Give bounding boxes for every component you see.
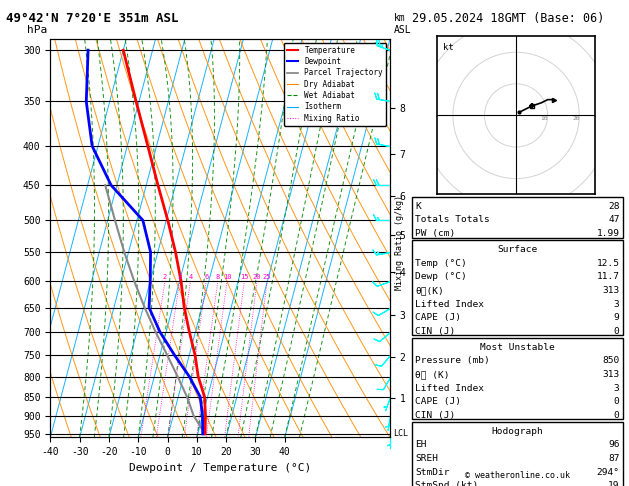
Legend: Temperature, Dewpoint, Parcel Trajectory, Dry Adiabat, Wet Adiabat, Isotherm, Mi: Temperature, Dewpoint, Parcel Trajectory… <box>284 43 386 125</box>
Text: 20: 20 <box>572 116 580 121</box>
Text: 11.7: 11.7 <box>596 272 620 281</box>
Text: PW (cm): PW (cm) <box>415 229 455 238</box>
Text: θᴄ(K): θᴄ(K) <box>415 286 444 295</box>
Text: Most Unstable: Most Unstable <box>480 343 555 352</box>
Text: Pressure (mb): Pressure (mb) <box>415 356 490 365</box>
Text: © weatheronline.co.uk: © weatheronline.co.uk <box>465 471 570 480</box>
Text: Hodograph: Hodograph <box>491 427 543 436</box>
Text: 294°: 294° <box>596 468 620 477</box>
Text: 19: 19 <box>608 481 620 486</box>
Text: 28: 28 <box>608 202 620 211</box>
Text: Surface: Surface <box>498 245 537 254</box>
Text: km
ASL: km ASL <box>393 13 411 35</box>
Text: kt: kt <box>443 43 454 52</box>
Text: 0: 0 <box>614 397 620 406</box>
Text: 25: 25 <box>263 274 271 280</box>
Text: Temp (°C): Temp (°C) <box>415 259 467 268</box>
Text: 0: 0 <box>614 327 620 336</box>
Text: CIN (J): CIN (J) <box>415 327 455 336</box>
Text: hPa: hPa <box>26 25 47 35</box>
Text: CIN (J): CIN (J) <box>415 411 455 420</box>
Text: 29.05.2024 18GMT (Base: 06): 29.05.2024 18GMT (Base: 06) <box>412 12 604 25</box>
Text: 47: 47 <box>608 215 620 225</box>
Text: 9: 9 <box>614 313 620 322</box>
Text: 3: 3 <box>177 274 182 280</box>
Text: SREH: SREH <box>415 454 438 463</box>
Text: K: K <box>415 202 421 211</box>
Text: StmDir: StmDir <box>415 468 450 477</box>
Text: 850: 850 <box>603 356 620 365</box>
Text: Totals Totals: Totals Totals <box>415 215 490 225</box>
Text: 96: 96 <box>608 440 620 450</box>
Text: 15: 15 <box>240 274 248 280</box>
X-axis label: Dewpoint / Temperature (°C): Dewpoint / Temperature (°C) <box>129 463 311 473</box>
Text: 3: 3 <box>614 299 620 309</box>
Text: LCL: LCL <box>393 430 408 438</box>
Text: CAPE (J): CAPE (J) <box>415 313 461 322</box>
Text: 2: 2 <box>163 274 167 280</box>
Text: Dewp (°C): Dewp (°C) <box>415 272 467 281</box>
Text: EH: EH <box>415 440 426 450</box>
Text: 313: 313 <box>603 286 620 295</box>
Text: CAPE (J): CAPE (J) <box>415 397 461 406</box>
Text: 4: 4 <box>188 274 192 280</box>
Text: StmSpd (kt): StmSpd (kt) <box>415 481 479 486</box>
Text: Lifted Index: Lifted Index <box>415 299 484 309</box>
Text: 8: 8 <box>216 274 220 280</box>
Text: 313: 313 <box>603 370 620 379</box>
Text: θᴄ (K): θᴄ (K) <box>415 370 450 379</box>
Text: Lifted Index: Lifted Index <box>415 383 484 393</box>
Text: 10: 10 <box>541 116 548 121</box>
Text: Mixing Ratio (g/kg): Mixing Ratio (g/kg) <box>395 195 404 291</box>
Text: 1.99: 1.99 <box>596 229 620 238</box>
Text: 20: 20 <box>253 274 261 280</box>
Text: 12.5: 12.5 <box>596 259 620 268</box>
Text: 3: 3 <box>614 383 620 393</box>
Text: 6: 6 <box>204 274 208 280</box>
Text: 0: 0 <box>614 411 620 420</box>
Text: 49°42'N 7°20'E 351m ASL: 49°42'N 7°20'E 351m ASL <box>6 12 179 25</box>
Text: 10: 10 <box>223 274 231 280</box>
Text: 87: 87 <box>608 454 620 463</box>
